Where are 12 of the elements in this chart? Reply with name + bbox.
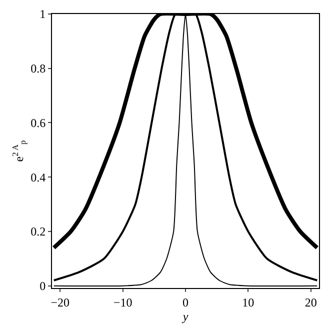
y-tick-label: 0 bbox=[40, 279, 46, 294]
x-tick-label: −20 bbox=[50, 295, 70, 310]
x-tick-label: −10 bbox=[113, 295, 132, 310]
y-tick-label: 0.2 bbox=[30, 224, 46, 239]
y-tick-label: 0.4 bbox=[30, 170, 46, 184]
x-tick-label: 10 bbox=[242, 295, 254, 310]
x-tick-label: 0 bbox=[182, 295, 188, 310]
x-axis-title: y bbox=[182, 309, 189, 324]
y-tick-label: 1 bbox=[40, 7, 46, 22]
y-tick-label: 0.6 bbox=[30, 116, 46, 130]
y-tick-label: 0.8 bbox=[30, 62, 46, 76]
x-tick-label: 20 bbox=[304, 295, 317, 310]
